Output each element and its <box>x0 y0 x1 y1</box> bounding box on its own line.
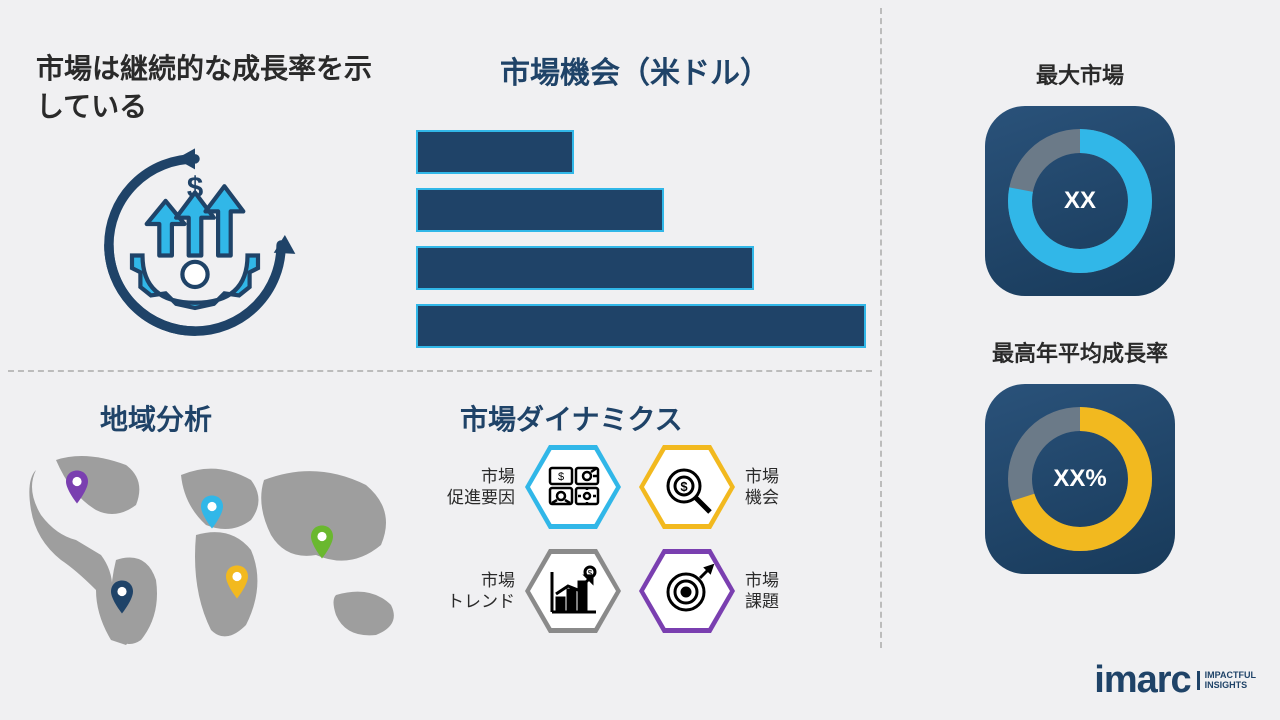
opportunity-title: 市場機会（米ドル） <box>420 48 850 92</box>
bar <box>416 304 866 348</box>
horizontal-divider <box>8 370 872 372</box>
market-dynamics-title: 市場ダイナミクス <box>460 398 683 438</box>
bar <box>416 246 754 290</box>
imarc-logo: imarc IMPACTFUL INSIGHTS <box>1094 659 1256 702</box>
map-pin-icon <box>311 525 333 559</box>
map-pin-icon <box>66 470 88 504</box>
world-map <box>16 440 416 660</box>
highest-cagr-value: XX% <box>1053 465 1106 493</box>
highest-cagr-tile: XX% <box>985 384 1175 574</box>
dynamics-grid: 市場促進要因 $ $ 市場機会 市場トレンド $ 市場課題 <box>430 445 870 653</box>
logo-text: imarc <box>1094 659 1190 702</box>
logo-tagline: IMPACTFUL INSIGHTS <box>1197 671 1256 690</box>
map-pin-icon <box>226 565 248 599</box>
bar <box>416 188 664 232</box>
dynamics-hex-trend: $ <box>525 549 621 633</box>
dynamics-label-trend: 市場トレンド <box>430 570 525 613</box>
bar <box>416 130 574 174</box>
map-pin-icon <box>111 580 133 614</box>
largest-market-tile: XX <box>985 106 1175 296</box>
largest-market-value: XX <box>1064 187 1096 215</box>
dynamics-hex-challenge <box>639 549 735 633</box>
dynamics-label-challenge: 市場課題 <box>735 570 815 613</box>
regional-analysis-title: 地域分析 <box>100 398 212 438</box>
map-pin-icon <box>201 495 223 529</box>
dynamics-hex-drivers: $ <box>525 445 621 529</box>
growth-icon: $ <box>90 140 300 350</box>
svg-text:$: $ <box>558 471 564 483</box>
dynamics-label-drivers: 市場促進要因 <box>430 466 525 509</box>
growth-title: 市場は継続的な成長率を示している <box>36 50 376 126</box>
highest-cagr-title: 最高年平均成長率 <box>880 336 1280 368</box>
left-column: 市場は継続的な成長率を示している $ 市場機会（米ドル） 地域分析 <box>0 0 880 720</box>
svg-text:$: $ <box>680 479 688 494</box>
opportunity-barchart <box>416 130 866 350</box>
dynamics-hex-opportunity: $ <box>639 445 735 529</box>
largest-market-title: 最大市場 <box>880 58 1280 90</box>
svg-text:$: $ <box>588 569 593 578</box>
dynamics-label-opportunity: 市場機会 <box>735 466 815 509</box>
right-column: 最大市場 XX 最高年平均成長率 XX% <box>880 0 1280 720</box>
